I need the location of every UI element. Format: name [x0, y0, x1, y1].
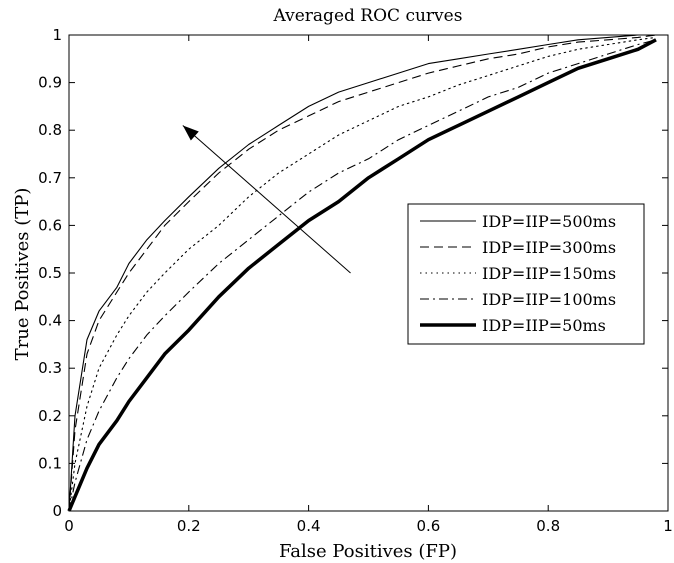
x-tick-label: 0 [64, 517, 74, 535]
chart-title: Averaged ROC curves [273, 6, 463, 26]
y-tick-label: 0.1 [38, 454, 62, 472]
y-tick-label: 0.9 [38, 74, 62, 92]
series-line-2 [68, 34, 657, 512]
series-line-1 [68, 34, 656, 512]
series-line-4 [68, 39, 657, 512]
x-tick-label: 0.4 [297, 517, 321, 535]
y-tick-label: 0.8 [38, 121, 62, 139]
series-line-5 [67, 38, 657, 512]
legend-label-4: IDP=IIP=100ms [482, 290, 616, 309]
legend-box [407, 203, 645, 345]
legend-label-1: IDP=IIP=500ms [482, 212, 616, 231]
trend-arrow-head [182, 125, 199, 141]
x-tick-label: 1 [663, 517, 673, 535]
series-line-3 [68, 36, 657, 512]
x-axis-label: False Positives (FP) [279, 541, 457, 562]
legend-label-2: IDP=IIP=300ms [482, 238, 616, 257]
plot-area: 0 0.2 0.4 0.6 0.8 1 0 0.1 0.2 0.3 0.4 0.5 0.6 0.7 0.8 0… [38, 26, 673, 535]
x-tick-label: 0.2 [177, 517, 201, 535]
x-tick-label: 0.6 [416, 517, 440, 535]
y-tick-label: 0.2 [38, 407, 62, 425]
legend-label-5: IDP=IIP=50ms [482, 316, 606, 335]
x-tick-label: 0.8 [536, 517, 560, 535]
trend-arrow-line [182, 125, 351, 274]
y-tick-label: 0 [52, 502, 62, 520]
y-tick-label: 1 [52, 26, 62, 44]
y-tick-label: 0.3 [38, 359, 62, 377]
legend: IDP=IIP=500ms IDP=IIP=300ms IDP=IIP=150ms I… [407, 203, 645, 345]
y-tick-label: 0.5 [38, 264, 62, 282]
y-tick-label: 0.4 [38, 312, 62, 330]
y-tick-label: 0.7 [38, 169, 62, 187]
legend-label-3: IDP=IIP=150ms [482, 264, 616, 283]
y-axis-label: True Positives (TP) [12, 188, 33, 361]
y-tick-label: 0.6 [38, 216, 62, 234]
